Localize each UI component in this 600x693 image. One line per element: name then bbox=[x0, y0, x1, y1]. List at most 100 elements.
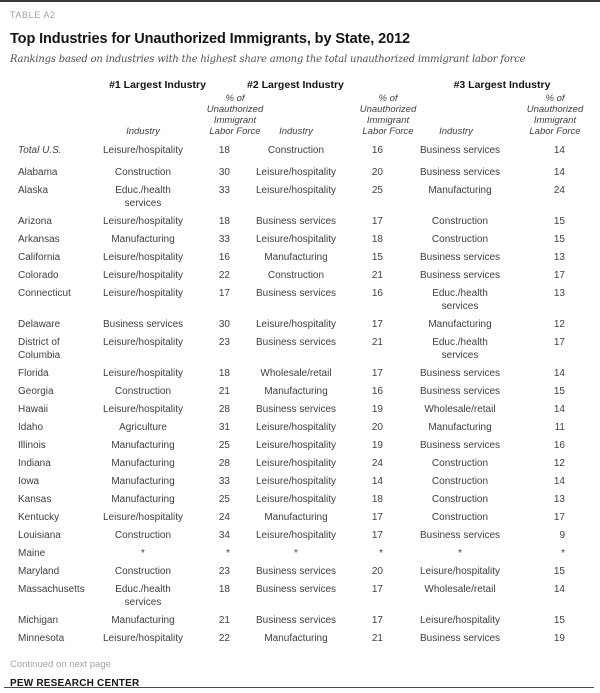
industry3-cell: Manufacturing bbox=[428, 319, 492, 330]
state-cell: Indiana bbox=[18, 458, 51, 469]
state-cell: Maine bbox=[18, 548, 46, 559]
share1-cell: 18 bbox=[218, 368, 230, 379]
share3-cell: 14 bbox=[553, 167, 565, 178]
industry-column-header-3: Industry bbox=[439, 126, 473, 137]
share2-cell: 18 bbox=[371, 234, 383, 245]
industry3-cell: Educ./health services bbox=[432, 337, 488, 361]
industry3-cell: Business services bbox=[419, 633, 501, 644]
industry2-cell: Business services bbox=[255, 566, 337, 577]
table-row: Minnesota Leisure/hospitality 22 Manufactur… bbox=[10, 630, 590, 648]
share2-cell: 15 bbox=[371, 252, 383, 263]
industry1-cell: Agriculture bbox=[119, 422, 167, 433]
table-row: Connecticut Leisure/hospitality 17 Business… bbox=[10, 285, 590, 316]
sub-header-row: Industry % of Unauthorized Immigrant Lab… bbox=[10, 93, 590, 141]
share1-cell: 21 bbox=[218, 386, 230, 397]
industry2-cell: Manufacturing bbox=[264, 386, 328, 397]
industry3-cell: Business services bbox=[419, 368, 501, 379]
industry1-cell: Leisure/hospitality bbox=[102, 144, 184, 156]
industry1-cell: Educ./health services bbox=[115, 584, 171, 608]
share-header-text: % of Unauthorized Immigrant Labor Force bbox=[206, 93, 264, 137]
share2-cell: 25 bbox=[371, 185, 383, 196]
table-row: California Leisure/hospitality 16 Manufactu… bbox=[10, 249, 590, 267]
share1-cell: 21 bbox=[218, 615, 230, 626]
industry1-cell: Leisure/hospitality bbox=[102, 252, 184, 263]
industry3-cell: Business services bbox=[419, 386, 501, 397]
table-row: Arizona Leisure/hospitality 18 Business ser… bbox=[10, 213, 590, 231]
share1-cell: 16 bbox=[218, 252, 230, 263]
table-row: Maryland Construction 23 Business services 2… bbox=[10, 563, 590, 581]
table-row: District of Columbia Leisure/hospitality 2… bbox=[10, 334, 590, 365]
industry3-cell: Wholesale/retail bbox=[424, 404, 496, 415]
table-row: Massachusetts Educ./health services 18 Busi… bbox=[10, 581, 590, 612]
share3-cell: 15 bbox=[553, 566, 565, 577]
share3-cell: * bbox=[561, 548, 565, 559]
industry1-cell: Leisure/hospitality bbox=[102, 633, 184, 644]
share1-cell: 33 bbox=[218, 185, 230, 196]
table-row: Maine * * * * * * bbox=[10, 545, 590, 563]
share3-cell: 16 bbox=[553, 440, 565, 451]
share2-cell: 19 bbox=[371, 404, 383, 415]
industry3-cell: Business services bbox=[419, 270, 501, 281]
share2-cell: 21 bbox=[371, 270, 383, 281]
share2-cell: 16 bbox=[371, 288, 383, 299]
state-cell: Arizona bbox=[18, 216, 52, 227]
industry3-cell: Business services bbox=[419, 440, 501, 451]
share1-cell: 33 bbox=[218, 476, 230, 487]
share3-cell: 14 bbox=[553, 144, 565, 156]
page-subtitle: Rankings based on industries with the hi… bbox=[10, 54, 526, 65]
state-cell: California bbox=[18, 252, 61, 263]
industry-column-header-2: Industry bbox=[279, 126, 313, 137]
share3-cell: 11 bbox=[554, 422, 565, 433]
industry1-cell: Leisure/hospitality bbox=[102, 270, 184, 281]
share-column-header-2: % of Unauthorized Immigrant Labor Force bbox=[345, 93, 417, 141]
industry2-cell: Leisure/hospitality bbox=[255, 530, 337, 541]
industry2-cell: Business services bbox=[255, 584, 337, 595]
industry3-cell: Wholesale/retail bbox=[424, 584, 496, 595]
share1-cell: 23 bbox=[218, 337, 230, 348]
group-header-1: #1 Largest Industry bbox=[109, 79, 206, 91]
table-header: #1 Largest Industry #2 Largest Industry … bbox=[10, 79, 590, 141]
state-cell: Total U.S. bbox=[18, 144, 62, 156]
industry2-cell: Construction bbox=[267, 270, 325, 281]
state-cell: Iowa bbox=[18, 476, 40, 487]
industry3-cell: Business services bbox=[419, 144, 501, 156]
share1-cell: 33 bbox=[218, 234, 230, 245]
source-label: PEW RESEARCH CENTER bbox=[10, 677, 140, 689]
share-column-header-1: % of Unauthorized Immigrant Labor Force bbox=[192, 93, 264, 141]
state-cell: Minnesota bbox=[18, 633, 65, 644]
industry3-cell: Leisure/hospitality bbox=[419, 566, 501, 577]
industry3-cell: Business services bbox=[419, 167, 501, 178]
share1-cell: 34 bbox=[218, 530, 230, 541]
share3-cell: 14 bbox=[553, 584, 565, 595]
share3-cell: 13 bbox=[553, 288, 565, 299]
share1-cell: 23 bbox=[218, 566, 230, 577]
industry2-cell: Business services bbox=[255, 404, 337, 415]
industry1-cell: Manufacturing bbox=[111, 476, 175, 487]
industry2-cell: Leisure/hospitality bbox=[255, 167, 337, 178]
state-cell: District of Columbia bbox=[18, 337, 61, 361]
share2-cell: 19 bbox=[371, 440, 383, 451]
state-cell: Hawaii bbox=[18, 404, 49, 415]
industry1-cell: Leisure/hospitality bbox=[102, 337, 184, 348]
table-body: Total U.S. Leisure/hospitality 18 Construct… bbox=[10, 141, 590, 648]
share3-cell: 15 bbox=[553, 386, 565, 397]
industry1-cell: Educ./health services bbox=[115, 185, 171, 209]
bottom-rule bbox=[4, 687, 594, 688]
industry3-cell: Business services bbox=[419, 252, 501, 263]
industry1-cell: Manufacturing bbox=[111, 440, 175, 451]
share3-cell: 14 bbox=[553, 368, 565, 379]
industry2-cell: Leisure/hospitality bbox=[255, 234, 337, 245]
industry2-cell: Business services bbox=[255, 615, 337, 626]
table-row: Hawaii Leisure/hospitality 28 Business serv… bbox=[10, 401, 590, 419]
share3-cell: 15 bbox=[553, 234, 565, 245]
table-label: TABLE A2 bbox=[10, 10, 56, 20]
share1-cell: 18 bbox=[218, 216, 230, 227]
share3-cell: 9 bbox=[559, 530, 565, 541]
share3-cell: 14 bbox=[553, 476, 565, 487]
industry2-cell: * bbox=[294, 548, 298, 559]
table-row: Idaho Agriculture 31 Leisure/hospitality 20 M… bbox=[10, 419, 590, 437]
table-row: Illinois Manufacturing 25 Leisure/hospitali… bbox=[10, 437, 590, 455]
industry3-cell: Manufacturing bbox=[428, 185, 492, 196]
industries-table: #1 Largest Industry #2 Largest Industry … bbox=[10, 79, 590, 648]
state-cell: Kansas bbox=[18, 494, 52, 505]
